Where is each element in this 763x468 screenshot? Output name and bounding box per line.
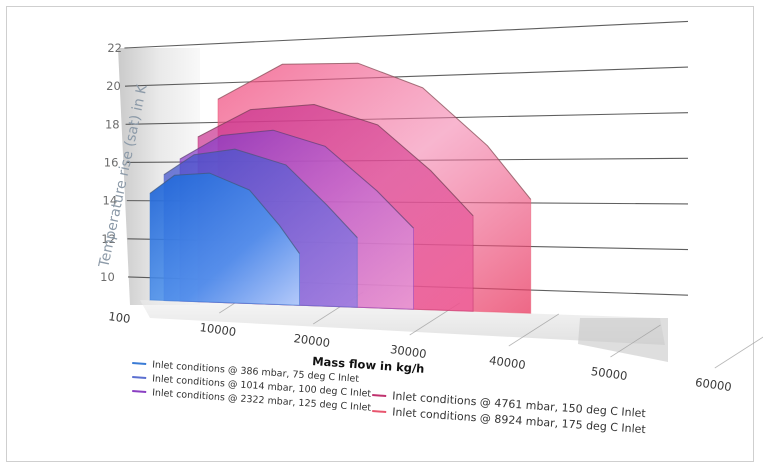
- series-ridge-2: [179, 129, 414, 229]
- x-tick-label: 60000: [694, 375, 732, 394]
- legend-swatch: [132, 362, 147, 365]
- legend-swatch: [132, 376, 147, 379]
- x-tick-label: 50000: [590, 364, 628, 383]
- y-tick-label: 20: [106, 79, 121, 93]
- x-tick-label: 10000: [199, 320, 237, 339]
- series-area-0: [149, 172, 300, 306]
- y-tick-label: 22: [107, 41, 122, 55]
- x-tick-label: 100: [108, 309, 132, 326]
- series-areas: [149, 62, 532, 314]
- series-ridge-0: [149, 172, 300, 254]
- x-tick-labels: 100 10000 20000 30000 40000 50000 60000: [108, 309, 733, 394]
- series-ridge-3: [197, 103, 474, 217]
- floor-gridline: [610, 324, 661, 358]
- x-tick-label: 40000: [488, 353, 526, 372]
- gridline: [124, 20, 689, 49]
- y-tick-label: 18: [105, 117, 120, 131]
- series-ridge-1: [163, 148, 358, 238]
- y-tick-label: 10: [100, 270, 115, 284]
- legend-swatch: [372, 394, 387, 397]
- y-tick-label: 12: [101, 232, 116, 246]
- x-tick-label: 30000: [389, 342, 427, 361]
- series-ridge-4: [217, 62, 532, 200]
- floor-plane: [140, 300, 665, 345]
- legend-swatch: [372, 410, 387, 413]
- floor-gridline: [508, 313, 560, 347]
- y-tick-labels: 10 12 14 16 18 20 22: [100, 41, 122, 284]
- y-tick-label: 14: [103, 194, 118, 208]
- floor-edge: [578, 318, 668, 362]
- y-tick-label: 16: [104, 155, 119, 169]
- floor-gridline: [714, 336, 763, 369]
- legend-swatch: [132, 390, 147, 393]
- x-tick-label: 20000: [293, 331, 331, 350]
- gridline: [124, 66, 689, 87]
